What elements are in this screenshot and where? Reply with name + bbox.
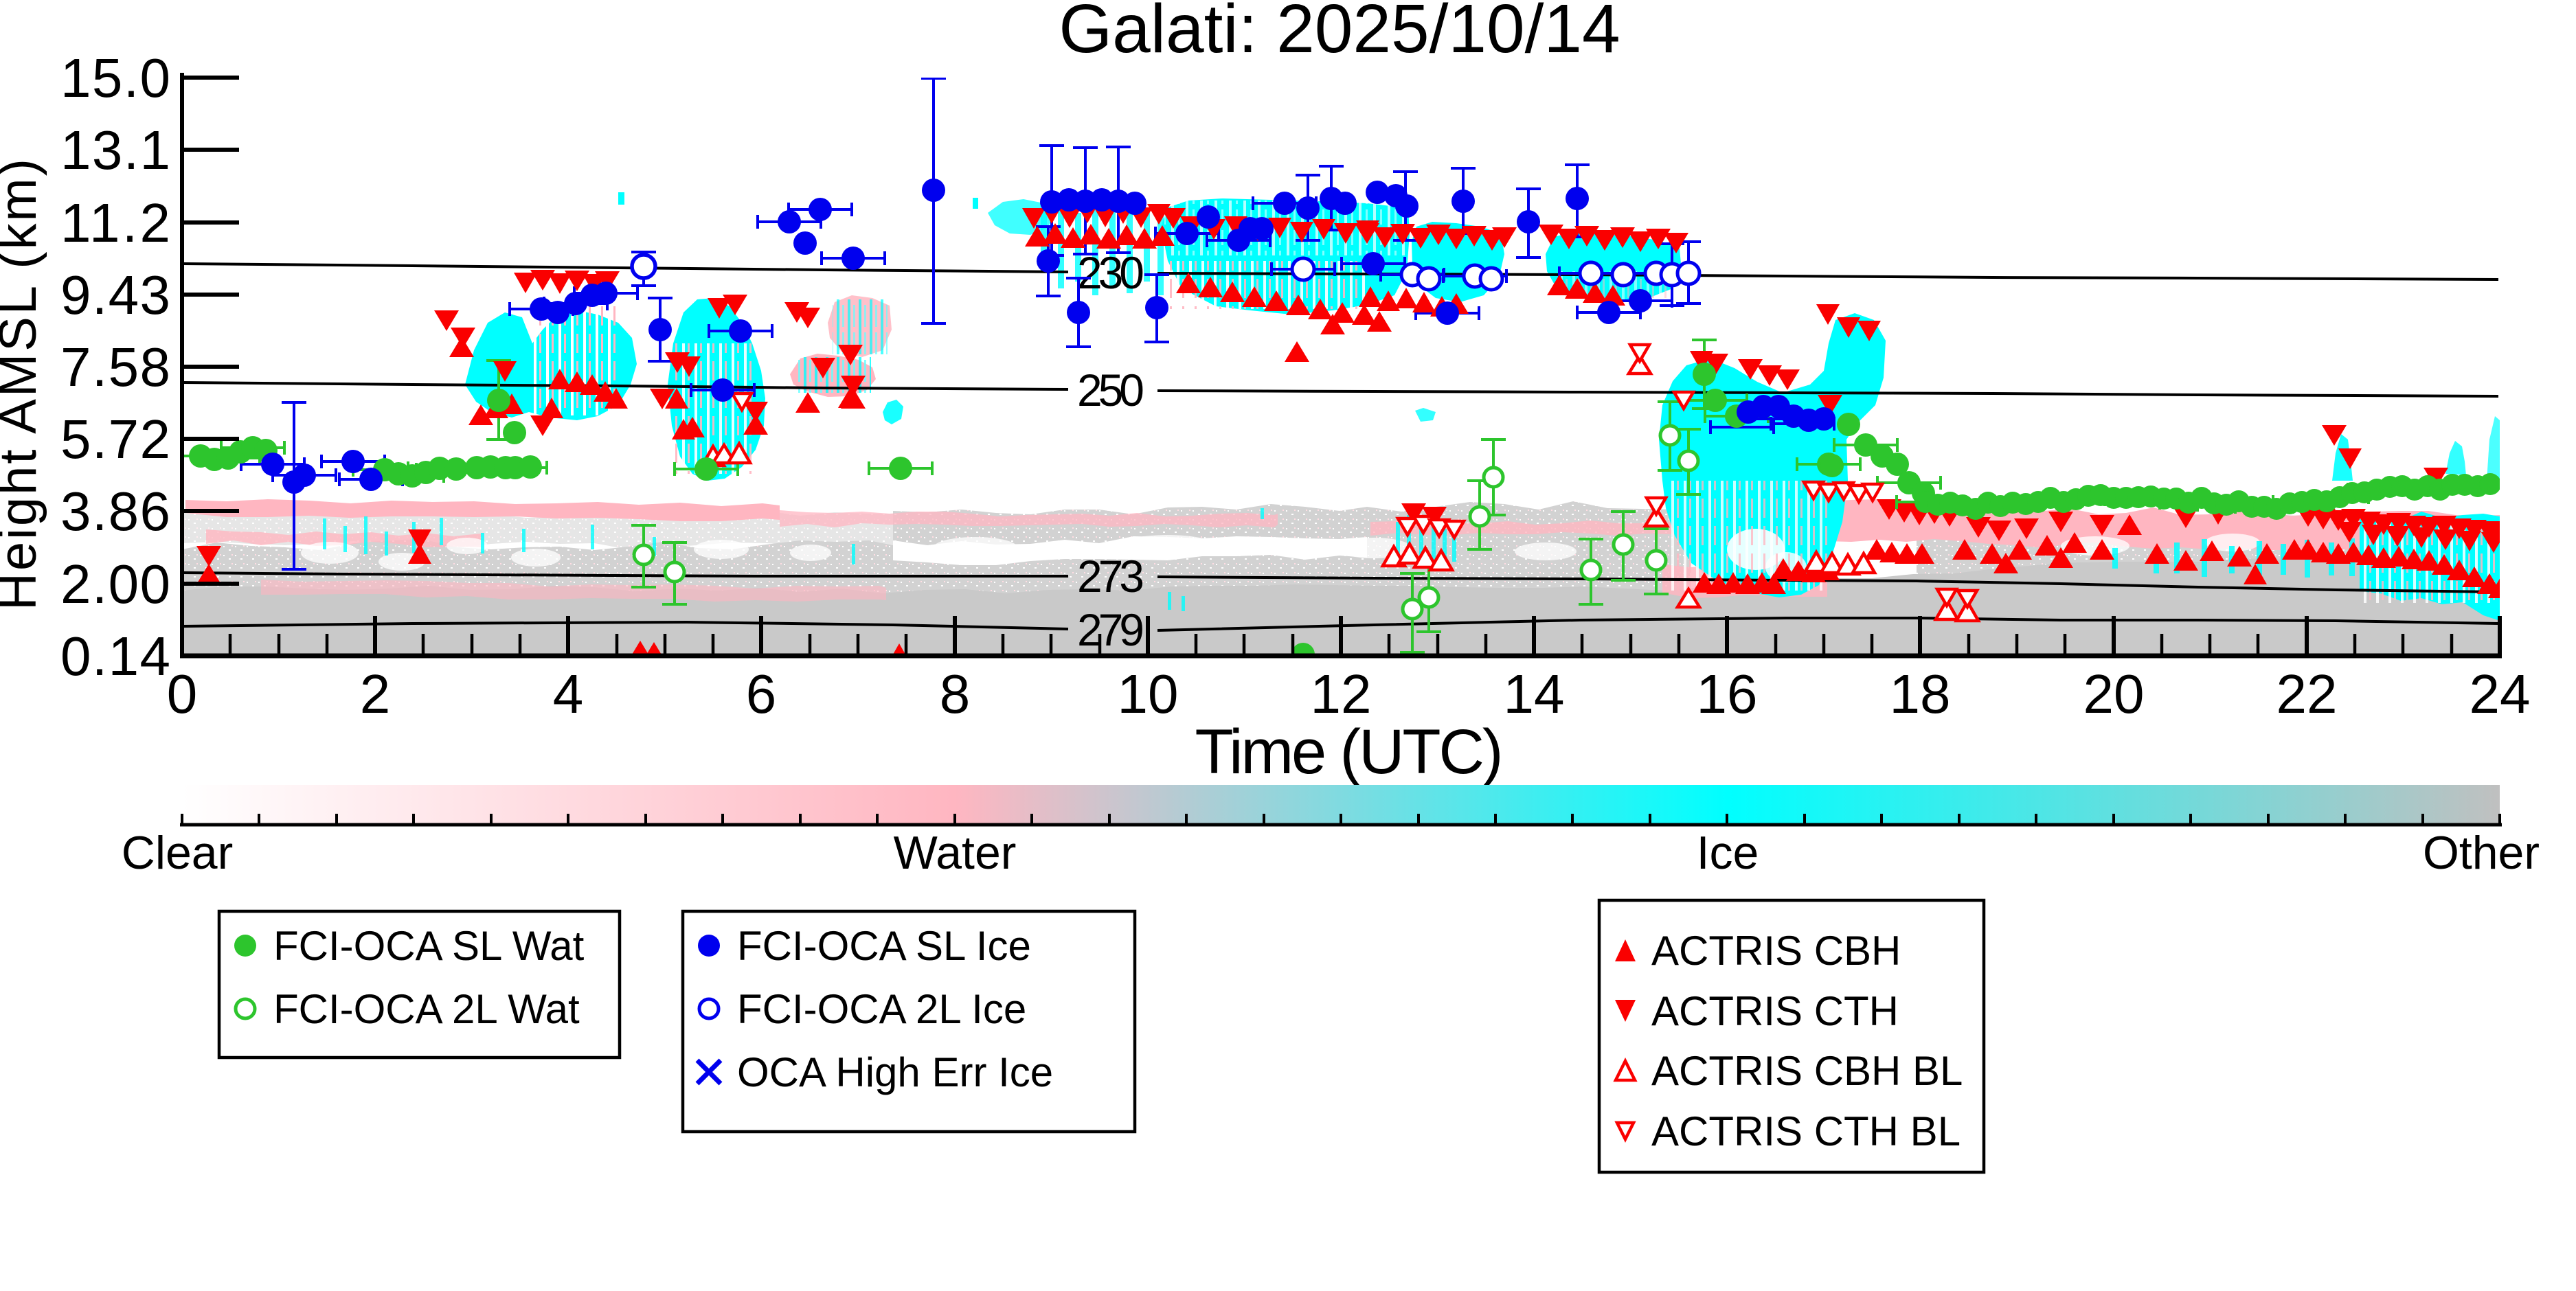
svg-text:2: 2: [360, 663, 391, 724]
svg-text:ACTRIS CTH BL: ACTRIS CTH BL: [1651, 1108, 1961, 1154]
svg-text:24: 24: [2470, 663, 2531, 724]
svg-text:279: 279: [1077, 604, 1144, 655]
svg-text:0: 0: [167, 663, 198, 724]
svg-text:Ice: Ice: [1697, 827, 1759, 879]
svg-text:5.72: 5.72: [60, 409, 170, 470]
svg-text:6: 6: [746, 663, 777, 724]
svg-text:0.14: 0.14: [60, 626, 170, 687]
svg-text:Clear: Clear: [122, 827, 234, 879]
svg-text:Galati: 2025/10/14: Galati: 2025/10/14: [1059, 0, 1620, 67]
svg-text:14: 14: [1504, 663, 1565, 724]
svg-text:16: 16: [1697, 663, 1758, 724]
svg-text:11.2: 11.2: [60, 192, 170, 253]
svg-text:10: 10: [1118, 663, 1179, 724]
svg-text:22: 22: [2276, 663, 2338, 724]
svg-text:Height AMSL (km): Height AMSL (km): [0, 159, 47, 610]
svg-text:FCI-OCA 2L Wat: FCI-OCA 2L Wat: [273, 986, 580, 1032]
svg-text:18: 18: [1890, 663, 1951, 724]
svg-text:Time (UTC): Time (UTC): [1195, 717, 1504, 787]
svg-text:273: 273: [1077, 551, 1144, 602]
svg-text:Other: Other: [2423, 827, 2540, 879]
svg-text:Water: Water: [894, 827, 1017, 879]
svg-text:12: 12: [1311, 663, 1372, 724]
svg-text:13.1: 13.1: [60, 119, 170, 181]
svg-text:230: 230: [1077, 247, 1144, 298]
svg-text:3.86: 3.86: [60, 481, 170, 542]
svg-text:2.00: 2.00: [60, 553, 170, 615]
svg-text:4: 4: [553, 663, 584, 724]
svg-text:ACTRIS CTH: ACTRIS CTH: [1651, 988, 1899, 1034]
svg-text:20: 20: [2083, 663, 2145, 724]
svg-text:7.58: 7.58: [60, 336, 170, 398]
svg-text:250: 250: [1077, 365, 1144, 415]
svg-text:9.43: 9.43: [60, 264, 170, 325]
svg-text:FCI-OCA 2L Ice: FCI-OCA 2L Ice: [737, 986, 1026, 1032]
svg-text:ACTRIS CBH BL: ACTRIS CBH BL: [1651, 1048, 1963, 1094]
svg-text:FCI-OCA SL Ice: FCI-OCA SL Ice: [737, 923, 1031, 969]
svg-text:8: 8: [940, 663, 971, 724]
svg-text:OCA High Err Ice: OCA High Err Ice: [737, 1049, 1053, 1095]
svg-text:ACTRIS CBH: ACTRIS CBH: [1651, 928, 1901, 974]
svg-text:FCI-OCA SL Wat: FCI-OCA SL Wat: [273, 923, 585, 969]
svg-text:15.0: 15.0: [60, 47, 170, 108]
